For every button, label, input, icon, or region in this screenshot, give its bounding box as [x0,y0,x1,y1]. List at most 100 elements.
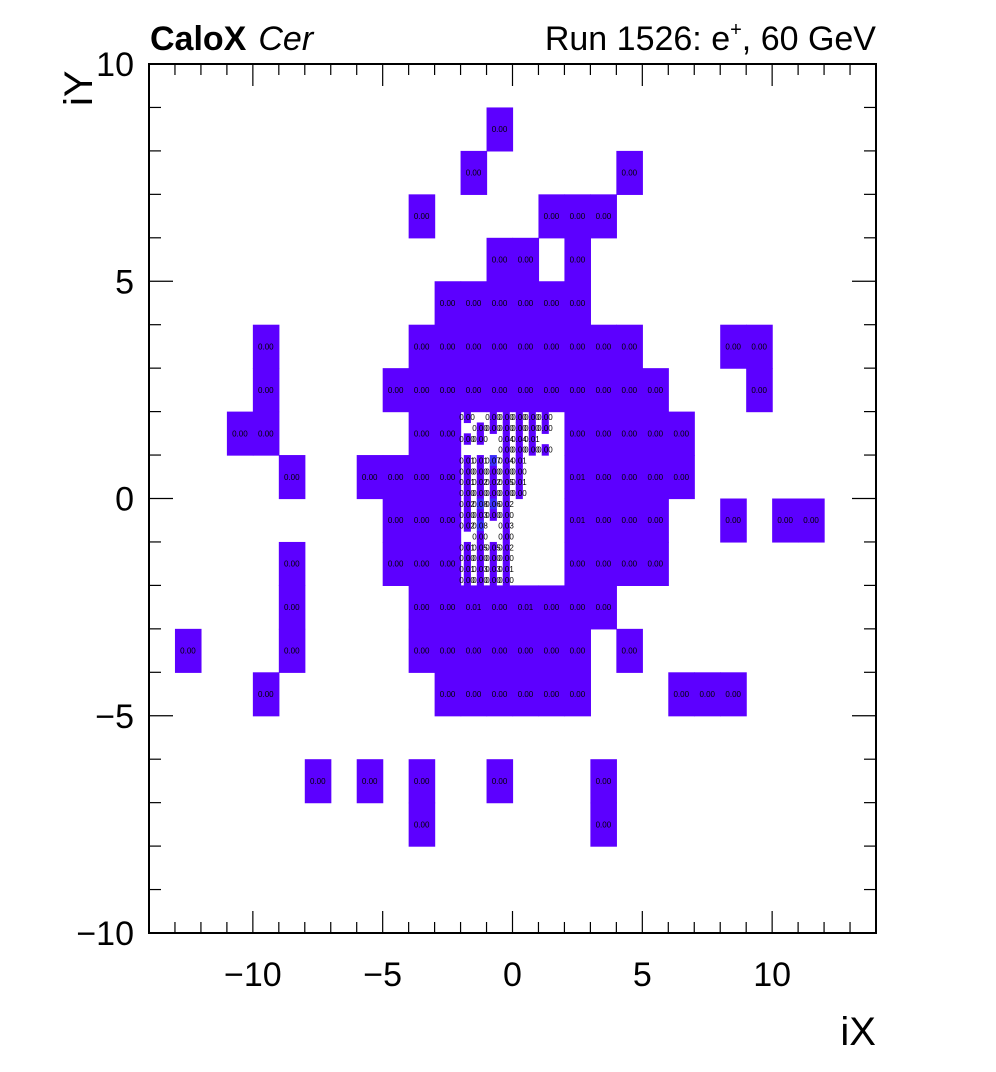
fine-cell-label-49: 0.02 [459,522,475,531]
fine-cell-label-1: 0.00 [485,413,501,422]
cell-17 [408,324,436,369]
fine-cell-label-51: 0.03 [498,522,514,531]
fine-cell-61 [502,552,510,565]
fine-cell-label-41: 0.02 [459,500,475,509]
cell-label-90: 0.00 [440,647,456,656]
cell-75 [590,541,617,586]
fine-cell-label-36: 0.00 [459,489,475,498]
cell-label-106: 0.00 [725,690,741,699]
cell-label-58: 0.00 [648,473,664,482]
fine-cell-label-43: 0.06 [485,500,501,509]
cell-label-40: 0.00 [751,386,767,395]
cell-42 [252,411,280,456]
y-tick-label: 0 [115,481,134,519]
cell-label-25: 0.00 [622,342,638,351]
fine-cell-63 [476,563,484,576]
cell-label-41: 0.00 [232,429,248,438]
cell-label-7: 0.00 [492,256,508,265]
cell-6 [590,194,617,239]
cell-label-85: 0.00 [570,603,586,612]
cell-label-6: 0.00 [596,212,612,221]
cell-label-91: 0.00 [466,647,482,656]
fine-cell-20 [541,444,549,456]
cell-40 [746,368,773,413]
cell-label-35: 0.00 [544,386,560,395]
fine-cell-56 [489,541,497,554]
fine-cell-28 [489,465,497,478]
fine-cell-67 [476,574,484,586]
cell-51 [356,455,384,500]
cell-label-88: 0.00 [284,647,300,656]
cell-label-72: 0.00 [414,560,430,569]
fine-cell-52 [476,531,484,543]
cell-label-5: 0.00 [570,212,586,221]
cell-68 [772,498,799,543]
cell-46 [590,411,617,456]
cell-label-13: 0.00 [518,299,534,308]
fine-cell-label-65: 0.01 [498,565,514,574]
cell-103 [564,672,591,717]
cell-22 [538,324,566,369]
cell-48 [642,411,669,456]
fine-cell-45 [463,509,471,521]
cell-67 [720,498,747,543]
cell-44 [434,411,462,456]
cell-label-109: 0.00 [414,777,430,786]
fine-cell-18 [515,444,523,456]
cell-65 [616,498,643,543]
cell-label-65: 0.00 [622,516,638,525]
cell-label-73: 0.00 [440,560,456,569]
y-axis-label: iY [57,70,101,106]
cell-87 [174,628,202,673]
y-tick-label: 5 [115,263,134,301]
cell-label-61: 0.00 [414,516,430,525]
cell-9 [564,237,591,282]
cell-label-12: 0.00 [492,299,508,308]
fine-cell-16 [528,433,536,445]
cell-54 [434,455,462,500]
fine-cell-label-63: 0.03 [472,565,488,574]
cell-98 [434,672,462,717]
cell-label-34: 0.00 [518,386,534,395]
fine-cell-label-57: 0.02 [498,543,514,552]
fine-cell-label-68: 0.00 [485,576,501,585]
cell-13 [512,281,540,326]
fine-cell-23 [489,455,497,467]
fine-cell-27 [476,465,484,478]
fine-cell-35 [515,476,523,489]
cell-label-22: 0.00 [544,342,560,351]
fine-cell-label-17: 0.00 [498,446,514,455]
cell-8 [512,237,540,282]
cell-71 [382,541,410,586]
cell-109 [408,759,436,804]
cell-label-21: 0.00 [518,342,534,351]
cell-label-62: 0.00 [440,516,456,525]
experiment-name: CaloX [150,20,247,58]
cell-label-108: 0.00 [362,777,378,786]
cell-26 [720,324,747,369]
fine-cell-label-19: 0.00 [524,446,540,455]
cell-43 [408,411,436,456]
cell-108 [356,759,384,804]
cell-16 [252,324,280,369]
fine-cell-label-4: 0.00 [524,413,540,422]
y-tick-label: −5 [95,698,134,736]
fine-cell-66 [463,574,471,586]
run-label-charge: + [730,19,742,41]
cell-label-3: 0.00 [414,212,430,221]
cell-14 [538,281,566,326]
cell-96 [616,628,643,673]
fine-cell-25 [515,455,523,467]
fine-cell-label-9: 0.00 [511,424,527,433]
cell-label-99: 0.00 [466,690,482,699]
cell-label-113: 0.00 [596,820,612,829]
fine-cell-51 [502,520,510,532]
cell-label-60: 0.00 [388,516,404,525]
cell-label-102: 0.00 [544,690,560,699]
cell-41 [226,411,254,456]
cell-89 [408,628,436,673]
fine-cell-label-45: 0.00 [459,511,475,520]
fine-cell-label-30: 0.00 [511,467,527,476]
fine-cell-label-58: 0.00 [459,554,475,563]
fine-cell-label-25: 0.01 [511,456,527,465]
